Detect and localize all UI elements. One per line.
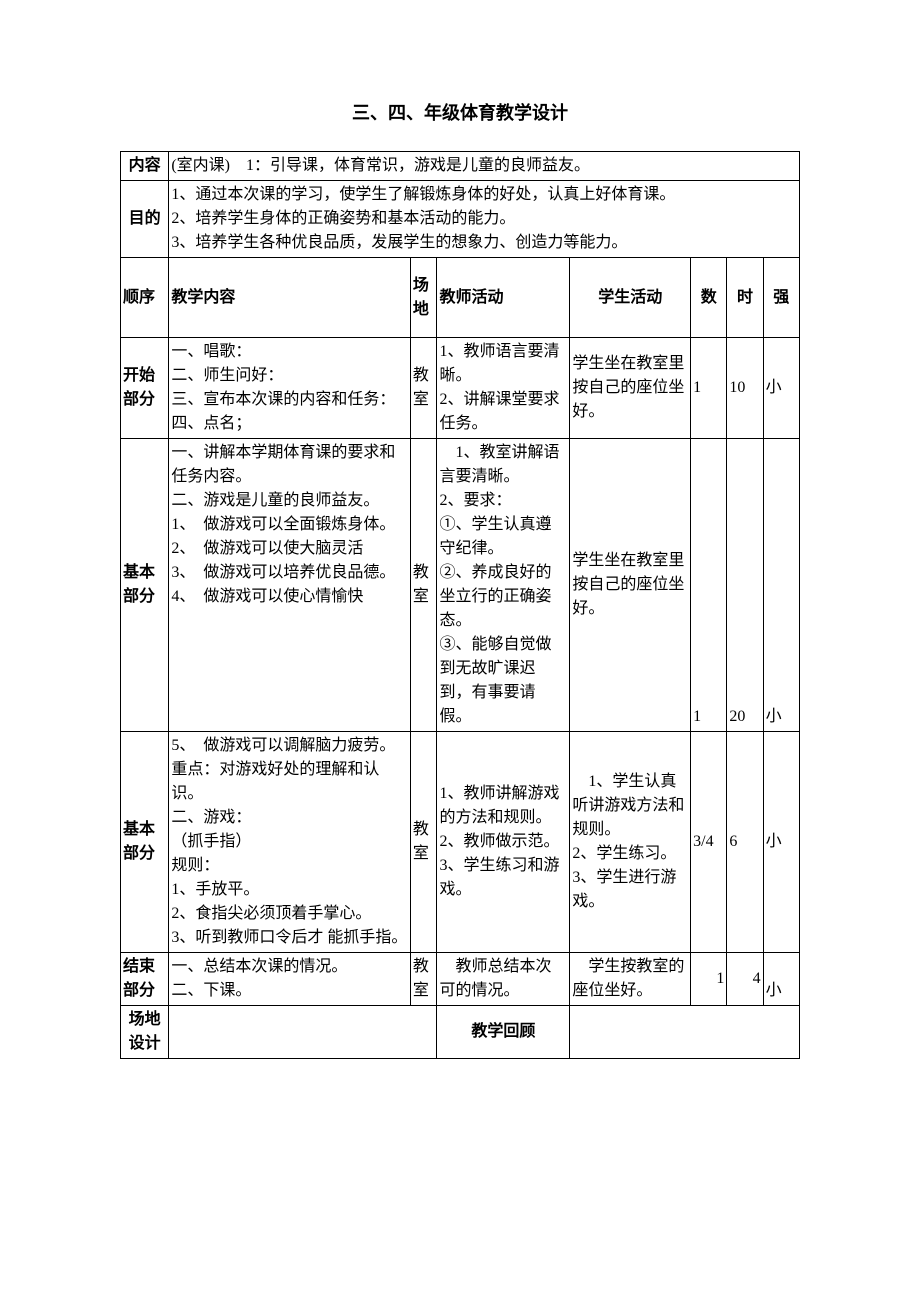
basic2-teaching: 5、 做游戏可以调解脑力疲劳。 重点：对游戏好处的理解和认识。 二、游戏： （抓… [169, 732, 411, 953]
basic2-teacher: 1、教师讲解游戏的方法和规则。 2、教师做示范。 3、学生练习和游戏。 [437, 732, 570, 953]
header-place: 场地 [410, 258, 437, 338]
basic1-row: 基本部分 一、讲解本学期体育课的要求和任务内容。 二、游戏是儿童的良师益友。 1… [121, 439, 800, 732]
basic2-time: 6 [727, 732, 763, 953]
header-teaching: 教学内容 [169, 258, 411, 338]
content-value: (室内课) 1：引导课，体育常识，游戏是儿童的良师益友。 [169, 152, 800, 181]
basic1-label: 基本部分 [121, 439, 169, 732]
purpose-row: 目的 1、通过本次课的学习，使学生了解锻炼身体的好处，认真上好体育课。 2、培养… [121, 181, 800, 258]
basic1-teacher: 1、教室讲解语言要清晰。 2、要求： ①、学生认真遵守纪律。 ②、养成良好的坐立… [437, 439, 570, 732]
basic2-place: 教室 [410, 732, 437, 953]
header-count: 数 [691, 258, 727, 338]
basic1-student: 学生坐在教室里按自己的座位坐好。 [570, 439, 691, 732]
header-teacher: 教师活动 [437, 258, 570, 338]
basic2-label: 基本部分 [121, 732, 169, 953]
header-student: 学生活动 [570, 258, 691, 338]
start-student: 学生坐在教室里按自己的座位坐好。 [570, 338, 691, 439]
header-row: 顺序 教学内容 场地 教师活动 学生活动 数 时 强 [121, 258, 800, 338]
basic1-intensity: 小 [763, 439, 799, 732]
start-count: 1 [691, 338, 727, 439]
end-teacher: 教师总结本次可的情况。 [437, 953, 570, 1006]
end-student: 学生按教室的座位坐好。 [570, 953, 691, 1006]
start-row: 开始部分 一、唱歌： 二、师生问好： 三、宣布本次课的内容和任务： 四、点名； … [121, 338, 800, 439]
end-time: 4 [727, 953, 763, 1006]
start-intensity: 小 [763, 338, 799, 439]
basic2-row: 基本部分 5、 做游戏可以调解脑力疲劳。 重点：对游戏好处的理解和认识。 二、游… [121, 732, 800, 953]
venue-value [169, 1006, 437, 1059]
end-row: 结束部分 一、总结本次课的情况。 二、下课。 教室 教师总结本次可的情况。 学生… [121, 953, 800, 1006]
header-time: 时 [727, 258, 763, 338]
content-label: 内容 [121, 152, 169, 181]
start-label: 开始部分 [121, 338, 169, 439]
purpose-label: 目的 [121, 181, 169, 258]
basic2-intensity: 小 [763, 732, 799, 953]
start-teacher: 1、教师语言要清晰。 2、讲解课堂要求任务。 [437, 338, 570, 439]
basic1-teaching: 一、讲解本学期体育课的要求和任务内容。 二、游戏是儿童的良师益友。 1、 做游戏… [169, 439, 411, 732]
end-teaching: 一、总结本次课的情况。 二、下课。 [169, 953, 411, 1006]
end-place: 教室 [410, 953, 437, 1006]
header-intensity: 强 [763, 258, 799, 338]
start-place: 教室 [410, 338, 437, 439]
content-row: 内容 (室内课) 1：引导课，体育常识，游戏是儿童的良师益友。 [121, 152, 800, 181]
basic2-student: 1、学生认真听讲游戏方法和规则。 2、学生练习。 3、学生进行游戏。 [570, 732, 691, 953]
review-label: 教学回顾 [437, 1006, 570, 1059]
basic2-count: 3/4 [691, 732, 727, 953]
venue-label: 场地设计 [121, 1006, 169, 1059]
basic1-time: 20 [727, 439, 763, 732]
start-teaching: 一、唱歌： 二、师生问好： 三、宣布本次课的内容和任务： 四、点名； [169, 338, 411, 439]
end-label: 结束部分 [121, 953, 169, 1006]
page-title: 三、四、年级体育教学设计 [120, 100, 800, 127]
basic1-count: 1 [691, 439, 727, 732]
purpose-value: 1、通过本次课的学习，使学生了解锻炼身体的好处，认真上好体育课。 2、培养学生身… [169, 181, 800, 258]
header-order: 顺序 [121, 258, 169, 338]
footer-row: 场地设计 教学回顾 [121, 1006, 800, 1059]
lesson-table: 内容 (室内课) 1：引导课，体育常识，游戏是儿童的良师益友。 目的 1、通过本… [120, 151, 800, 1059]
start-time: 10 [727, 338, 763, 439]
basic1-place: 教室 [410, 439, 437, 732]
review-value [570, 1006, 800, 1059]
end-intensity: 小 [763, 953, 799, 1006]
end-count: 1 [691, 953, 727, 1006]
